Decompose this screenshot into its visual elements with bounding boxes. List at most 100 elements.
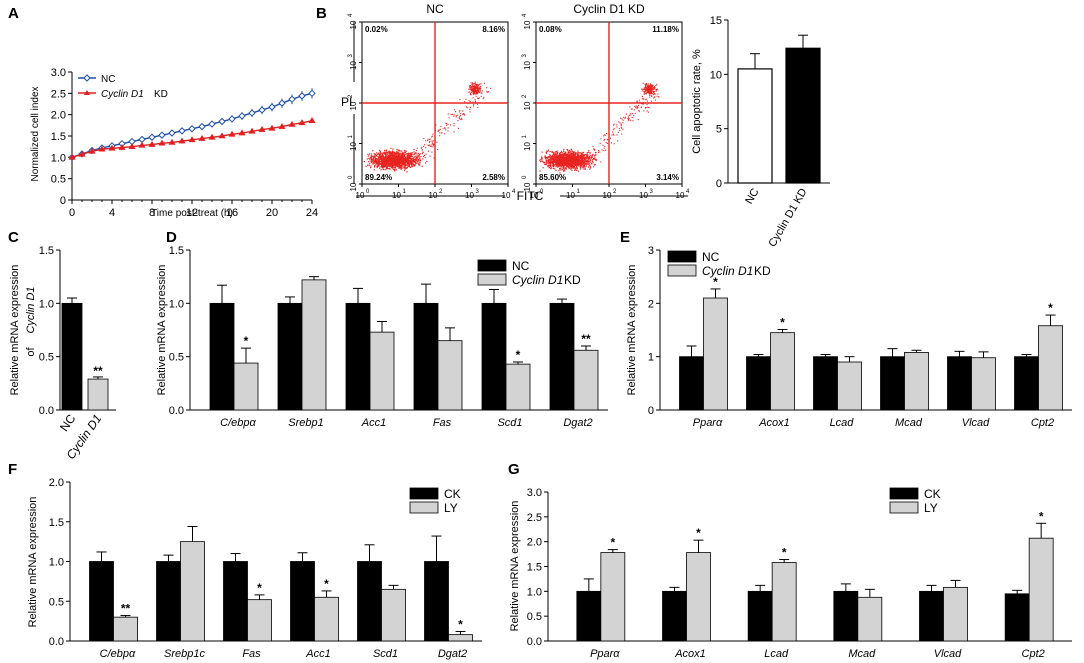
panel-b-plot-1-dot <box>561 153 563 155</box>
panel-d-legend-swatch-1 <box>477 273 507 286</box>
panel-b-plot-1-dot <box>571 161 573 163</box>
panel-f-bar-1 <box>113 616 138 642</box>
panel-b-plot-0-dot <box>392 163 394 165</box>
panel-b-plot-1-dot <box>580 153 583 155</box>
panel-b-plot-0-dot <box>392 148 394 150</box>
panel-b-plot-0-dot <box>439 132 441 134</box>
panel-b-plot-0-y-tick-exp: 2 <box>348 94 354 98</box>
panel-b-plot-1-dot <box>573 156 576 158</box>
panel-b-plot-1-dot <box>547 165 549 167</box>
panel-b-plot-0-dot <box>380 156 383 158</box>
panel-b-plot-1-dot <box>655 89 657 92</box>
panel-b-plot-1-dot <box>631 117 633 119</box>
panel-b-plot-1-dot <box>554 154 556 156</box>
panel-b-plot-1-dot <box>649 90 651 92</box>
panel-b-plot-1-dot <box>595 152 597 154</box>
panel-b-plot-0-dot <box>386 167 388 169</box>
panel-b-plot-1-dot <box>581 167 583 169</box>
panel-b-plot-0-dot <box>478 83 480 85</box>
panel-b-plot-1-dot <box>620 126 622 128</box>
panel-b-plot-1-dot <box>568 164 570 166</box>
panel-b-plot-0-dot <box>384 161 386 163</box>
panel-b-plot-0-dot <box>404 155 406 157</box>
panel-b-plot-1-dot <box>643 110 645 112</box>
panel-b-plot-1-dot <box>583 162 585 164</box>
panel-b-plot-1-dot <box>562 154 564 156</box>
panel-b-plot-1-dot <box>561 160 563 162</box>
panel-e-significance: * <box>780 315 785 329</box>
panel-b-plot-1-dot <box>551 156 553 158</box>
panel-b-plot-0-dot <box>420 156 422 158</box>
panel-b-plot-0-dot <box>401 155 403 157</box>
panel-b-plot-1-dot <box>594 163 596 166</box>
panel-b-plot-0-dot <box>375 160 377 163</box>
panel-b-plot-1-dot <box>648 86 650 88</box>
panel-b-plot-0-dot <box>419 162 421 164</box>
panel-b-plot-0-dot <box>418 159 420 162</box>
panel-g-y-tick-label: 0.0 <box>527 636 542 648</box>
panel-b-plot-0-dot <box>387 161 390 163</box>
panel-b-plot-0-dot <box>475 87 477 89</box>
panel-b-plot-1-dot <box>571 156 573 158</box>
panel-b-plot-1-dot <box>576 165 578 167</box>
panel-b-plot-0-dot <box>374 156 376 159</box>
panel-b-plot-0-dot <box>420 147 422 149</box>
panel-b-plot-0-dot <box>416 147 418 149</box>
panel-b-plot-1-dot <box>573 160 575 162</box>
panel-b-plot-1-dot <box>591 160 593 162</box>
panel-b-plot-0-dot <box>402 159 404 161</box>
panel-b-plot-0-dot <box>378 160 380 162</box>
panel-b-plot-0-dot <box>399 166 401 169</box>
panel-b-plot-1-dot <box>555 153 557 155</box>
panel-b-plot-0-dot <box>392 155 394 157</box>
panel-b-plot-0-dot <box>389 158 392 160</box>
panel-b-plot-0-dot <box>390 165 393 167</box>
panel-b-plot-0-dot <box>389 164 391 167</box>
panel-b-plot-0-dot <box>385 153 387 155</box>
panel-b-plot-1-dot <box>588 151 590 153</box>
panel-b-plot-1-dot <box>581 157 583 159</box>
panel-a-series-1-point <box>278 123 286 129</box>
panel-b-plot-0-dot <box>370 155 372 157</box>
panel-b-plot-1-dot <box>635 107 637 109</box>
panel-f-category-label: Acc1 <box>305 648 330 660</box>
panel-b-plot-0-dot <box>447 113 449 115</box>
panel-b-plot-1-dot <box>576 157 578 159</box>
panel-b-plot-0-dot <box>461 117 463 119</box>
panel-b-plot-1-dot <box>649 90 652 92</box>
panel-b-plot-1-dot <box>643 89 645 91</box>
panel-b-plot-1-dot <box>587 160 589 163</box>
panel-b-plot-1-dot <box>604 134 606 136</box>
panel-b-plot-1-dot <box>617 140 619 142</box>
panel-b-plot-0-dot <box>472 86 474 88</box>
panel-g-category-label: Mcad <box>848 648 876 660</box>
panel-b-plot-0-dot <box>454 111 457 113</box>
panel-b-plot-1-dot <box>583 159 586 161</box>
panel-b-plot-0-dot <box>370 160 372 162</box>
panel-b-plot-1-dot <box>553 160 555 162</box>
panel-d-significance: * <box>244 334 249 348</box>
panel-b-plot-0-dot <box>401 154 403 156</box>
panel-b-plot-0-dot <box>415 158 417 160</box>
panel-b-plot-1-dot <box>639 101 641 103</box>
panel-b-plot-1-dot <box>653 97 655 99</box>
panel-b-plot-1-dot <box>562 160 564 162</box>
panel-b-plot-0-dot <box>404 166 406 168</box>
panel-b-plot-1-dot <box>569 159 571 161</box>
panel-b-plot-1-dot <box>580 163 582 165</box>
panel-b-plot-1-dot <box>568 151 570 154</box>
panel-b-plot-1-dot <box>589 168 591 170</box>
panel-b-plot-1-dot <box>544 163 546 166</box>
panel-b-plot-1-dot <box>641 95 643 98</box>
panel-b-plot-0-dot <box>470 88 472 90</box>
panel-b-plot-0-dot <box>412 163 414 165</box>
panel-a-x-tick-label: 12 <box>186 207 198 219</box>
panel-b-plot-0-dot <box>402 164 404 166</box>
panel-b-plot-0-dot <box>376 165 378 167</box>
panel-b-plot-0-dot <box>475 93 477 95</box>
panel-b-plot-0-dot <box>477 88 479 90</box>
panel-a-series-1-point <box>168 138 176 145</box>
panel-b-plot-0-dot <box>490 87 492 89</box>
panel-b-plot-1-dot <box>579 155 581 158</box>
panel-b-plot-1-dot <box>562 162 565 164</box>
